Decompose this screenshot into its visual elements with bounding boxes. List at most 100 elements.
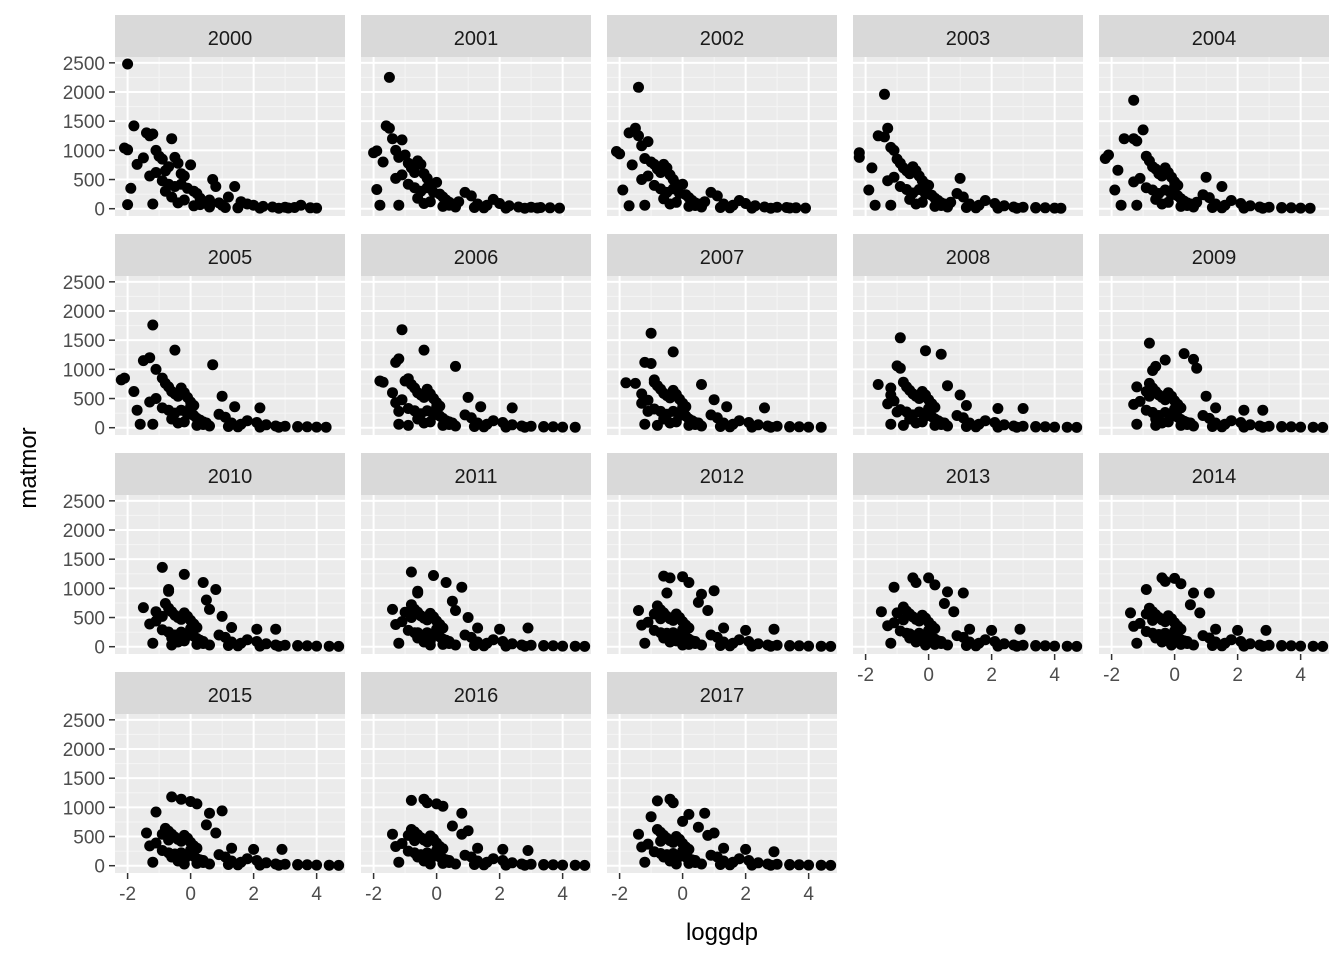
data-point bbox=[623, 200, 635, 212]
data-point bbox=[718, 842, 730, 854]
data-point bbox=[175, 793, 187, 805]
facet-strip-label: 2005 bbox=[208, 247, 253, 269]
data-point bbox=[134, 418, 146, 430]
data-point bbox=[446, 820, 458, 832]
data-point bbox=[232, 202, 244, 214]
data-point bbox=[689, 200, 701, 211]
panel-background bbox=[607, 276, 837, 435]
data-point bbox=[248, 843, 260, 855]
data-point bbox=[254, 202, 266, 214]
data-point bbox=[733, 634, 745, 646]
data-point bbox=[1014, 623, 1026, 635]
y-tick-label: 2500 bbox=[63, 54, 105, 75]
data-point bbox=[1061, 421, 1073, 433]
x-tick-label: 2 bbox=[248, 884, 259, 905]
x-tick-label: 0 bbox=[431, 884, 442, 905]
facet-strip-label: 2006 bbox=[454, 247, 499, 269]
y-tick-label: 0 bbox=[94, 200, 105, 221]
data-point bbox=[383, 122, 395, 134]
data-point bbox=[1112, 164, 1124, 176]
data-point bbox=[468, 421, 480, 432]
y-tick-label: 1000 bbox=[63, 579, 105, 600]
data-point bbox=[1257, 404, 1269, 416]
data-point bbox=[740, 843, 752, 855]
data-point bbox=[172, 855, 184, 867]
x-tick-label: 2 bbox=[1232, 665, 1243, 686]
data-point bbox=[1225, 415, 1237, 427]
data-point bbox=[241, 853, 253, 865]
data-point bbox=[547, 640, 559, 652]
data-point bbox=[740, 624, 752, 636]
data-point bbox=[894, 332, 906, 344]
data-point bbox=[1143, 337, 1155, 349]
data-point bbox=[150, 837, 162, 849]
data-point bbox=[569, 421, 581, 433]
data-point bbox=[538, 859, 550, 871]
y-tick-label: 500 bbox=[73, 828, 105, 849]
data-point bbox=[374, 199, 386, 211]
data-point bbox=[166, 133, 178, 145]
data-point bbox=[642, 838, 654, 850]
data-point bbox=[292, 859, 304, 871]
data-point bbox=[1049, 421, 1061, 433]
data-point bbox=[960, 400, 972, 411]
data-point bbox=[784, 859, 796, 871]
data-point bbox=[301, 640, 313, 652]
data-point bbox=[487, 415, 499, 427]
facet-strip-label: 2016 bbox=[454, 685, 499, 707]
data-point bbox=[557, 640, 569, 652]
data-point bbox=[1276, 421, 1288, 433]
data-point bbox=[1184, 599, 1196, 611]
data-point bbox=[1181, 638, 1193, 649]
data-point bbox=[125, 182, 137, 194]
x-tick-label: 2 bbox=[740, 884, 751, 905]
y-tick-label: 2500 bbox=[63, 492, 105, 513]
data-point bbox=[251, 623, 263, 635]
data-point bbox=[194, 199, 206, 211]
data-point bbox=[557, 859, 569, 871]
data-point bbox=[1285, 421, 1297, 433]
data-point bbox=[1147, 365, 1159, 376]
data-point bbox=[418, 198, 430, 209]
data-point bbox=[957, 587, 969, 599]
facet-strip bbox=[853, 15, 1083, 57]
data-point bbox=[689, 857, 701, 868]
facet-strip bbox=[115, 234, 345, 276]
data-point bbox=[793, 859, 805, 871]
data-point bbox=[664, 417, 676, 429]
data-point bbox=[765, 640, 777, 652]
data-point bbox=[500, 859, 512, 871]
y-tick-label: 1500 bbox=[63, 112, 105, 133]
facet-strip bbox=[1099, 15, 1329, 57]
facet-panel-2007: 2007 bbox=[607, 234, 837, 435]
data-point bbox=[226, 622, 238, 633]
data-point bbox=[1295, 640, 1307, 652]
data-point bbox=[667, 797, 679, 809]
facet-strip bbox=[853, 453, 1083, 495]
data-point bbox=[1175, 578, 1187, 590]
data-point bbox=[569, 640, 581, 652]
data-point bbox=[418, 636, 430, 648]
data-point bbox=[405, 794, 417, 806]
data-point bbox=[557, 421, 569, 433]
facet-panel-2009: 2009 bbox=[1099, 234, 1329, 435]
data-point bbox=[853, 151, 865, 163]
data-point bbox=[1115, 199, 1127, 211]
data-point bbox=[197, 577, 209, 588]
data-point bbox=[929, 579, 941, 591]
data-point bbox=[115, 374, 127, 386]
data-point bbox=[784, 640, 796, 652]
facet-strip-label: 2011 bbox=[454, 466, 497, 488]
data-point bbox=[1216, 421, 1228, 433]
facet-strip-label: 2000 bbox=[208, 28, 253, 50]
data-point bbox=[396, 134, 408, 146]
data-point bbox=[387, 603, 398, 615]
x-tick-label: 0 bbox=[923, 665, 934, 686]
data-point bbox=[910, 577, 922, 588]
data-point bbox=[150, 806, 162, 818]
data-point bbox=[724, 640, 736, 652]
data-point bbox=[879, 131, 890, 143]
data-point bbox=[642, 170, 654, 182]
data-point bbox=[1055, 202, 1067, 214]
